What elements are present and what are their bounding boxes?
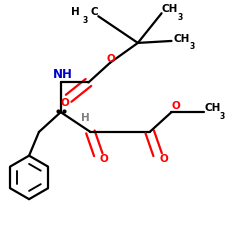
Text: CH: CH [174,34,190,44]
Text: 3: 3 [189,42,194,51]
Text: O: O [107,54,116,64]
Text: O: O [159,154,168,164]
Text: 3: 3 [220,112,225,120]
Text: NH: NH [53,68,73,81]
Text: H: H [70,7,79,17]
Text: 3: 3 [82,16,88,25]
Text: 3: 3 [178,13,183,22]
Text: CH: CH [162,4,178,14]
Text: C: C [90,7,98,17]
Text: H: H [80,113,89,123]
Text: O: O [100,154,108,164]
Text: O: O [171,101,180,111]
Text: O: O [60,98,69,108]
Text: CH: CH [204,103,220,113]
